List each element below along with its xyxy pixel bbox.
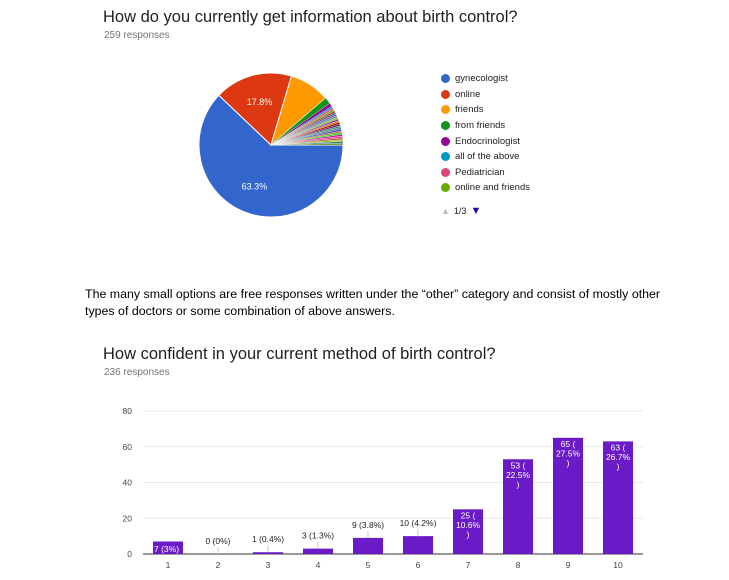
legend-item: all of the above	[441, 149, 530, 165]
x-tick-label: 8	[516, 560, 521, 570]
bar[interactable]	[353, 537, 383, 554]
pie-response-count: 259 responses	[104, 30, 170, 41]
x-tick-label: 6	[416, 560, 421, 570]
pie-chart: 63.3% 17.8%	[198, 72, 344, 218]
y-tick-label: 20	[123, 513, 133, 523]
pager-down-icon[interactable]: ▼	[470, 205, 482, 217]
x-tick-label: 5	[366, 560, 371, 570]
x-tick-label: 7	[466, 560, 471, 570]
legend-item: online	[441, 87, 530, 103]
legend-label: gynecologist	[455, 73, 508, 85]
legend-label: online and friends	[455, 182, 530, 194]
legend-swatch	[441, 183, 450, 193]
x-tick-label: 9	[566, 560, 571, 570]
pie-question-title: How do you currently get information abo…	[103, 8, 518, 26]
legend-swatch	[441, 136, 450, 146]
bar[interactable]	[553, 437, 583, 554]
legend-label: online	[455, 88, 481, 100]
bar-data-label: )	[467, 529, 470, 539]
legend-pager: ▲ 1/3 ▼	[441, 205, 481, 217]
bar-data-label: 0 (0%)	[205, 536, 230, 546]
bar-data-label: 53 (	[511, 460, 526, 470]
legend-swatch	[441, 105, 450, 115]
legend-item: friends	[441, 102, 530, 118]
bar-data-label: 9 (3.8%)	[352, 520, 384, 530]
legend-label: from friends	[455, 120, 506, 132]
y-tick-label: 0	[127, 549, 132, 559]
legend-item: Pediatrician	[441, 165, 530, 181]
bar-data-label: 25 (	[461, 510, 476, 520]
x-tick-label: 4	[316, 560, 321, 570]
bar-data-label: 26.7%	[606, 452, 631, 462]
bar[interactable]	[503, 459, 533, 554]
x-tick-label: 3	[266, 560, 271, 570]
pie-slice[interactable]	[218, 72, 293, 146]
pie-slice-label: 17.8%	[247, 97, 273, 107]
bar[interactable]	[453, 509, 483, 554]
y-tick-label: 40	[123, 478, 133, 488]
x-tick-label: 1	[166, 560, 171, 570]
legend-item: gynecologist	[441, 71, 530, 87]
pie-slice-label: 63.3%	[242, 181, 268, 191]
bar[interactable]	[403, 536, 433, 554]
legend-swatch	[441, 74, 450, 84]
bar-data-label: 22.5%	[506, 470, 531, 480]
bar[interactable]	[253, 552, 283, 554]
bar-data-label: 10.6%	[456, 520, 481, 530]
legend-item: from friends	[441, 118, 530, 134]
bar-data-label: 63 (	[611, 442, 626, 452]
explanatory-note: The many small options are free response…	[85, 287, 661, 318]
legend-item: Endocrinologist	[441, 133, 530, 149]
legend-swatch	[441, 121, 450, 131]
legend-label: Pediatrician	[455, 166, 505, 178]
legend-label: friends	[455, 104, 484, 116]
bar-data-label: 3 (1.3%)	[302, 531, 334, 541]
bar-response-count: 236 responses	[104, 367, 170, 378]
x-tick-label: 10	[613, 560, 623, 570]
pager-page-label: 1/3	[453, 206, 467, 216]
bar[interactable]	[303, 548, 333, 554]
legend-swatch	[441, 89, 450, 99]
bar-data-label: 10 (4.2%)	[400, 518, 437, 528]
bar-data-label: )	[517, 479, 520, 489]
legend-label: Endocrinologist	[455, 135, 520, 147]
bar-data-label: 27.5%	[556, 448, 581, 458]
pager-up-icon[interactable]: ▲	[441, 206, 450, 216]
legend-swatch	[441, 167, 450, 177]
bar-question-title: How confident in your current method of …	[103, 345, 496, 363]
bar-data-label: 1 (0.4%)	[252, 534, 284, 544]
y-tick-label: 80	[123, 406, 133, 416]
y-tick-label: 60	[123, 442, 133, 452]
legend-swatch	[441, 152, 450, 162]
bar[interactable]	[153, 541, 183, 554]
legend-label: all of the above	[455, 151, 520, 163]
bar-data-label: 7 (3%)	[154, 544, 179, 554]
pie-slice[interactable]	[270, 143, 344, 146]
bar-data-label: )	[567, 458, 570, 468]
pie-slice[interactable]	[198, 94, 344, 218]
bar-data-label: )	[617, 461, 620, 471]
pie-legend: gynecologist online friends from friends End…	[441, 71, 530, 196]
bar[interactable]	[603, 441, 633, 554]
x-tick-label: 2	[216, 560, 221, 570]
bar-data-label: 65 (	[561, 439, 576, 449]
legend-item: online and friends	[441, 180, 530, 196]
